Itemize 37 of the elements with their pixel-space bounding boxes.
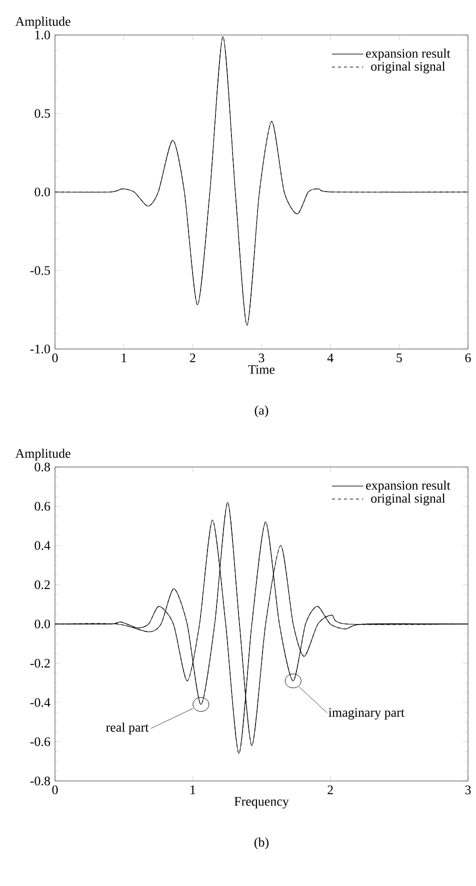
x-axis-title: Time [248, 365, 275, 374]
y-tick-label: 0.5 [34, 109, 50, 118]
x-tick-label: 4 [327, 354, 334, 362]
y-tick-label: -1.0 [30, 344, 50, 354]
y-tick-label: -0.6 [30, 737, 50, 746]
annotation: imaginary part [328, 708, 404, 720]
x-tick-label: 2 [328, 786, 333, 794]
y-axis-title: Amplitude [15, 16, 70, 28]
x-tick-label: 1 [190, 786, 196, 794]
y-tick-label: 0.8 [34, 462, 50, 472]
x-tick-label: 5 [396, 354, 402, 362]
text: (b) [254, 838, 269, 850]
y-tick-label: 0.6 [34, 502, 50, 511]
y-tick-label: 0.2 [34, 580, 50, 590]
legend-label: expansion result [366, 48, 450, 60]
x-tick-label: 3 [258, 354, 264, 362]
annotation: real part [106, 722, 149, 734]
y-tick-label: -0.8 [30, 776, 50, 786]
x-tick-label: 0 [52, 786, 58, 794]
legend-label: expansion result [366, 480, 450, 492]
text: (a) [254, 406, 268, 418]
x-tick-label: 2 [190, 354, 196, 362]
x-tick-label: 3 [465, 786, 471, 794]
y-tick-label: -0.5 [30, 266, 50, 275]
y-tick-label: 0.4 [34, 541, 50, 550]
x-tick-label: 0 [52, 354, 58, 362]
x-axis-title: Frequency [234, 797, 289, 808]
y-tick-label: 1.0 [35, 30, 50, 40]
y-tick-label: 0.0 [34, 188, 50, 196]
y-axis-title: Amplitude [15, 448, 70, 460]
y-tick-label: -0.4 [30, 698, 50, 707]
y-tick-label: -0.2 [30, 658, 50, 668]
legend-label: original signal [371, 62, 446, 74]
x-tick-label: 6 [465, 354, 471, 362]
y-tick-label: 0.0 [34, 620, 50, 628]
legend-label: original signal [371, 494, 446, 506]
x-tick-label: 1 [122, 354, 126, 362]
